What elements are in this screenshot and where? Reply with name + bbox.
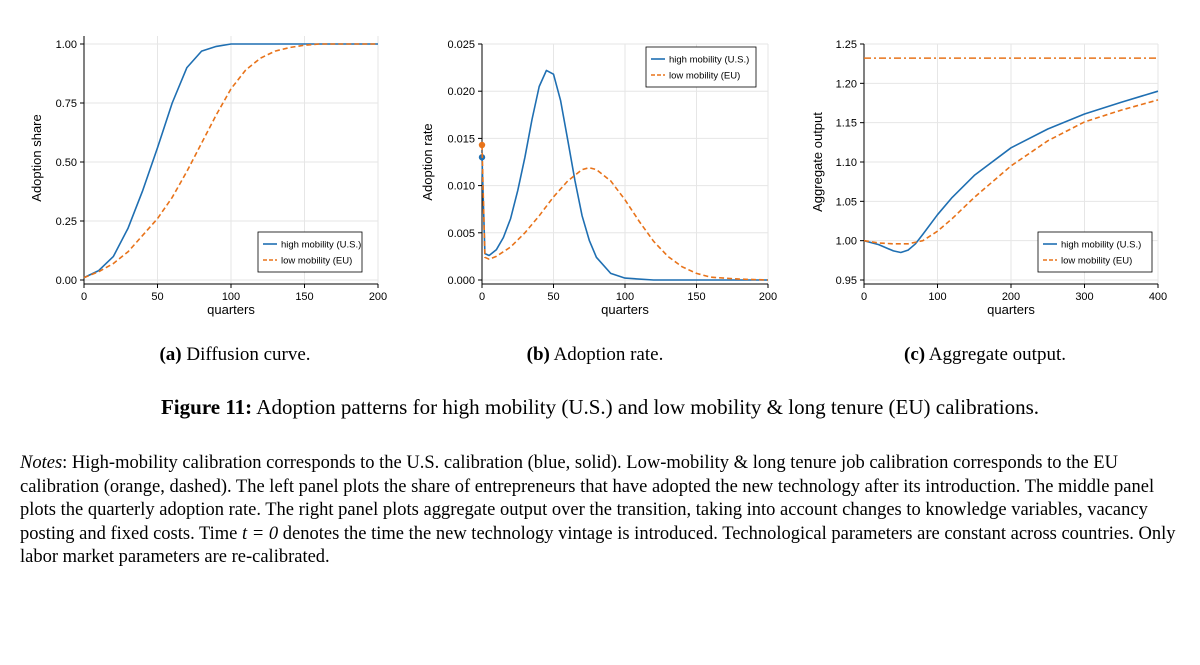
caption-a: (a) Diffusion curve. xyxy=(90,344,380,366)
x-tick-label: 0 xyxy=(479,291,485,303)
x-tick-label: 200 xyxy=(759,291,777,303)
legend-entry: high mobility (U.S.) xyxy=(669,55,749,66)
series-line-low-mobility xyxy=(863,99,1159,245)
x-tick-label: 200 xyxy=(369,291,387,303)
caption-c: (c) Aggregate output. xyxy=(840,344,1130,366)
y-axis-label: Adoption share xyxy=(29,114,44,201)
y-tick-label: 0.005 xyxy=(447,228,475,240)
x-tick-label: 50 xyxy=(151,291,163,303)
figure-label: Figure 11: xyxy=(160,395,253,419)
caption-b-label: (b) xyxy=(526,344,550,365)
y-tick-label: 1.05 xyxy=(836,196,857,208)
y-tick-label: 1.20 xyxy=(836,78,857,90)
y-tick-label: 0.015 xyxy=(447,133,475,145)
notes-text-2: denotes the time the new technology vint… xyxy=(20,523,1176,568)
series-line-high-mobility xyxy=(481,69,768,281)
x-axis-label: quarters xyxy=(987,302,1035,317)
x-tick-label: 100 xyxy=(222,291,240,303)
notes-math: t = 0 xyxy=(242,523,279,544)
x-tick-label: 100 xyxy=(616,291,634,303)
x-tick-label: 150 xyxy=(295,291,313,303)
y-tick-label: 1.25 xyxy=(836,39,857,51)
y-tick-label: 1.15 xyxy=(836,118,857,130)
legend-box xyxy=(1037,231,1153,273)
legend-box xyxy=(257,231,363,273)
caption-c-label: (c) xyxy=(904,344,926,365)
y-tick-label: 0.025 xyxy=(447,39,475,51)
y-tick-label: 1.00 xyxy=(836,236,857,248)
legend-entry: low mobility (EU) xyxy=(1061,256,1132,267)
y-tick-label: 0.000 xyxy=(447,275,475,287)
figure-notes: Notes: High-mobility calibration corresp… xyxy=(20,452,1182,570)
caption-b-text: Adoption rate. xyxy=(553,344,664,365)
chart-panel-b: 0 50 100 150 200 0.000 0.005 0.010 0.015 0.020 0.0… xyxy=(420,39,777,317)
y-tick-label: 1.10 xyxy=(836,157,857,169)
series-line-low-mobility xyxy=(481,144,769,281)
caption-a-label: (a) xyxy=(159,344,182,365)
y-tick-label: 0.25 xyxy=(56,216,77,228)
x-tick-label: 200 xyxy=(1002,291,1020,303)
x-axis-label: quarters xyxy=(601,302,649,317)
x-axis-label: quarters xyxy=(207,302,255,317)
y-tick-label: 0.75 xyxy=(56,98,77,110)
legend-entry: low mobility (EU) xyxy=(281,256,352,267)
y-tick-label: 1.00 xyxy=(56,39,77,51)
notes-text-1: : High-mobility calibration corresponds … xyxy=(20,453,1155,544)
legend-entry: low mobility (EU) xyxy=(669,71,740,82)
figure-text: Adoption patterns for high mobility (U.S… xyxy=(256,395,1039,419)
y-tick-label: 0.00 xyxy=(56,275,77,287)
chart-panel-c: 0 100 200 300 400 0.95 1.00 1.05 1.10 1.15 1.20 1.2… xyxy=(810,39,1167,317)
x-tick-label: 300 xyxy=(1075,291,1093,303)
series-start-marker xyxy=(478,141,486,149)
y-tick-label: 0.020 xyxy=(447,86,475,98)
series-line-high-mobility xyxy=(83,43,378,279)
x-tick-label: 100 xyxy=(928,291,946,303)
legend-entry: high mobility (U.S.) xyxy=(281,240,361,251)
y-tick-label: 0.95 xyxy=(836,275,857,287)
y-tick-label: 0.50 xyxy=(56,157,77,169)
caption-c-text: Aggregate output. xyxy=(928,344,1066,365)
chart-panel-a: 0 50 100 150 200 0.00 0.25 0.50 0.75 1.00 quarters… xyxy=(29,36,387,317)
caption-a-text: Diffusion curve. xyxy=(186,344,311,365)
x-tick-label: 50 xyxy=(547,291,559,303)
series-line-high-mobility xyxy=(863,90,1159,254)
x-tick-label: 400 xyxy=(1149,291,1167,303)
y-axis-label: Aggregate output xyxy=(810,112,825,212)
x-tick-label: 0 xyxy=(861,291,867,303)
figure-panels: 0 50 100 150 200 0.00 0.25 0.50 0.75 1.00 quarters… xyxy=(29,36,1167,317)
y-tick-label: 0.010 xyxy=(447,181,475,193)
x-tick-label: 0 xyxy=(81,291,87,303)
series-line-low-mobility xyxy=(83,43,378,279)
caption-b: (b) Adoption rate. xyxy=(450,344,740,366)
figure-title: Figure 11: Adoption patterns for high mo… xyxy=(0,395,1200,420)
legend-entry: high mobility (U.S.) xyxy=(1061,240,1141,251)
x-tick-label: 150 xyxy=(687,291,705,303)
legend-box xyxy=(645,46,757,88)
notes-label: Notes xyxy=(20,453,63,473)
y-axis-label: Adoption rate xyxy=(420,123,435,200)
